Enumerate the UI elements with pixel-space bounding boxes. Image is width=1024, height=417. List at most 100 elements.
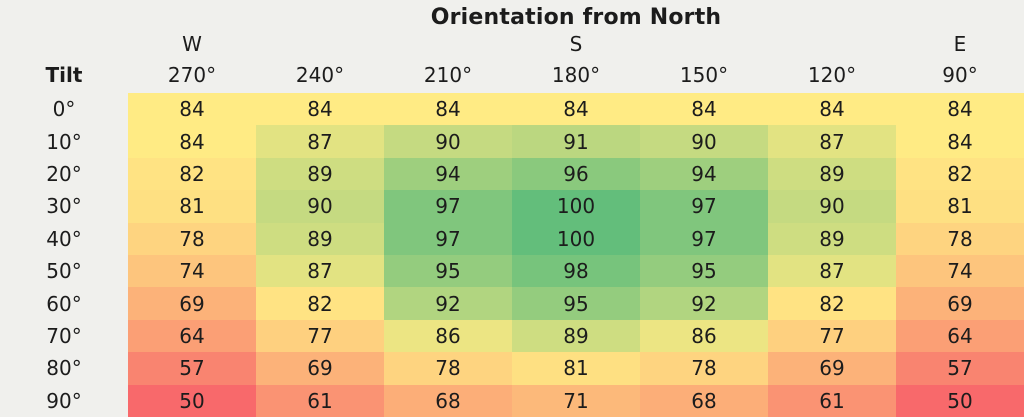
heatmap-cell: 78 — [896, 222, 1024, 256]
heatmap-cell: 89 — [256, 222, 384, 256]
title-row: Orientation from North — [0, 0, 1024, 30]
heatmap-cell: 87 — [256, 255, 384, 288]
direction-label-e: E — [953, 31, 967, 56]
heatmap-cell: 97 — [384, 190, 512, 223]
heatmap-cell: 97 — [640, 190, 768, 223]
column-headers-row: Tilt 270° 240° 210° 180° 150° 120° 90° — [0, 57, 1024, 93]
heatmap-row: 70° 64 77 86 89 86 77 64 — [0, 319, 1024, 353]
orientation-column-header: 240° — [295, 63, 345, 87]
heatmap-cell: 84 — [256, 93, 384, 126]
heatmap-cell: 57 — [128, 352, 256, 385]
heatmap-cell: 77 — [256, 319, 384, 353]
heatmap-cell: 94 — [640, 157, 768, 191]
orientation-column-header: 120° — [807, 63, 857, 87]
heatmap-cell: 92 — [640, 287, 768, 320]
heatmap-cell: 57 — [896, 352, 1024, 385]
heatmap-cell: 84 — [512, 93, 640, 126]
orientation-column-header: 210° — [423, 63, 473, 87]
orientation-column-header: 180° — [551, 63, 601, 87]
heatmap-row: 20° 82 89 94 96 94 89 82 — [0, 157, 1024, 191]
tilt-row-label: 10° — [46, 129, 82, 154]
heatmap-cell: 81 — [512, 352, 640, 385]
heatmap-cell: 74 — [896, 255, 1024, 288]
tilt-row-label: 70° — [46, 324, 82, 349]
orientation-column-header: 270° — [167, 63, 217, 87]
heatmap-cell: 50 — [128, 384, 256, 417]
heatmap-cell: 90 — [768, 190, 896, 223]
heatmap-cell: 87 — [768, 125, 896, 158]
heatmap-cell: 84 — [896, 125, 1024, 158]
heatmap-cell: 90 — [384, 125, 512, 158]
tilt-row-label: 40° — [46, 226, 82, 251]
heatmap-cell: 78 — [384, 352, 512, 385]
heatmap-row: 60° 69 82 92 95 92 82 69 — [0, 287, 1024, 320]
heatmap-cell: 61 — [768, 384, 896, 417]
heatmap-grid: 0° 84 84 84 84 84 84 84 10° 84 87 90 91 90 87 84 20° 82 89… — [0, 93, 1024, 417]
heatmap-cell: 89 — [256, 157, 384, 191]
heatmap-cell: 97 — [640, 222, 768, 256]
heatmap-cell: 68 — [384, 384, 512, 417]
heatmap-cell: 78 — [128, 222, 256, 256]
heatmap-cell: 98 — [512, 255, 640, 288]
heatmap-cell: 64 — [896, 319, 1024, 353]
heatmap-cell: 84 — [640, 93, 768, 126]
heatmap-row: 30° 81 90 97 100 97 90 81 — [0, 190, 1024, 223]
heatmap-row: 0° 84 84 84 84 84 84 84 — [0, 93, 1024, 126]
heatmap-cell: 86 — [640, 319, 768, 353]
heatmap-cell: 100 — [512, 222, 640, 256]
heatmap-cell: 91 — [512, 125, 640, 158]
heatmap-cell: 68 — [640, 384, 768, 417]
orientation-column-header: 90° — [942, 63, 978, 87]
heatmap-cell: 69 — [768, 352, 896, 385]
heatmap-cell: 95 — [512, 287, 640, 320]
heatmap-cell: 84 — [128, 125, 256, 158]
heatmap-row: 90° 50 61 68 71 68 61 50 — [0, 384, 1024, 417]
heatmap-cell: 82 — [128, 157, 256, 191]
heatmap-cell: 82 — [896, 157, 1024, 191]
heatmap-cell: 50 — [896, 384, 1024, 417]
heatmap-cell: 95 — [384, 255, 512, 288]
heatmap-cell: 90 — [256, 190, 384, 223]
heatmap-cell: 84 — [896, 93, 1024, 126]
heatmap-row: 40° 78 89 97 100 97 89 78 — [0, 222, 1024, 256]
heatmap-cell: 69 — [256, 352, 384, 385]
tilt-row-label: 30° — [46, 194, 82, 219]
heatmap-cell: 82 — [256, 287, 384, 320]
heatmap-cell: 95 — [640, 255, 768, 288]
heatmap-cell: 100 — [512, 190, 640, 223]
heatmap-cell: 89 — [768, 157, 896, 191]
heatmap-cell: 82 — [768, 287, 896, 320]
direction-label-w: W — [182, 31, 202, 56]
orientation-column-header: 150° — [679, 63, 729, 87]
heatmap-row: 10° 84 87 90 91 90 87 84 — [0, 125, 1024, 158]
heatmap-cell: 84 — [128, 93, 256, 126]
heatmap-cell: 86 — [384, 319, 512, 353]
tilt-row-label: 50° — [46, 259, 82, 284]
heatmap-cell: 96 — [512, 157, 640, 191]
heatmap-cell: 84 — [384, 93, 512, 126]
heatmap-cell: 69 — [896, 287, 1024, 320]
heatmap-cell: 90 — [640, 125, 768, 158]
heatmap-cell: 92 — [384, 287, 512, 320]
heatmap-cell: 74 — [128, 255, 256, 288]
heatmap-cell: 64 — [128, 319, 256, 353]
tilt-row-label: 20° — [46, 162, 82, 187]
tilt-row-label: 90° — [46, 388, 82, 413]
heatmap-cell: 97 — [384, 222, 512, 256]
heatmap-row: 80° 57 69 78 81 78 69 57 — [0, 352, 1024, 385]
tilt-row-label: 60° — [46, 291, 82, 316]
tilt-column-header: Tilt — [45, 63, 83, 87]
heatmap-cell: 78 — [640, 352, 768, 385]
heatmap-cell: 89 — [512, 319, 640, 353]
heatmap-cell: 89 — [768, 222, 896, 256]
chart-title: Orientation from North — [430, 4, 722, 30]
heatmap-cell: 77 — [768, 319, 896, 353]
heatmap-cell: 94 — [384, 157, 512, 191]
heatmap-row: 50° 74 87 95 98 95 87 74 — [0, 255, 1024, 288]
tilt-row-label: 80° — [46, 356, 82, 381]
heatmap-cell: 87 — [256, 125, 384, 158]
heatmap-cell: 87 — [768, 255, 896, 288]
heatmap-cell: 69 — [128, 287, 256, 320]
